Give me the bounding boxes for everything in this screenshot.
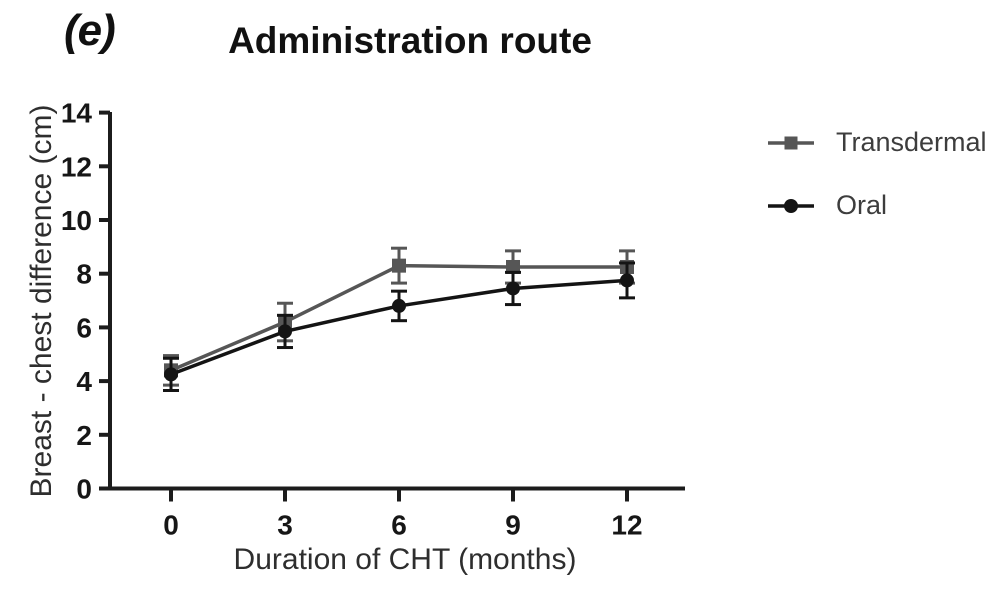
y-tick-label: 4	[76, 366, 92, 397]
y-tick-label: 2	[76, 420, 92, 451]
data-point-circle	[620, 273, 634, 288]
data-point-circle	[164, 367, 178, 382]
legend-item-transdermal: Transdermal	[768, 127, 987, 158]
y-tick-label: 12	[61, 151, 92, 182]
x-tick-label: 3	[277, 510, 293, 541]
data-point-circle	[506, 281, 520, 296]
data-point-square	[506, 259, 520, 274]
y-axis-label: Breast - chest difference (cm)	[25, 104, 58, 498]
y-tick-label: 14	[61, 98, 93, 129]
square-marker-icon	[768, 136, 814, 149]
chart-title: Administration route	[228, 20, 592, 61]
y-tick-label: 8	[76, 259, 92, 290]
x-axis-label: Duration of CHT (months)	[233, 543, 577, 576]
y-tick-label: 10	[61, 205, 92, 236]
x-tick-label: 0	[163, 510, 179, 541]
data-point-square	[392, 258, 406, 273]
y-tick-label: 6	[76, 312, 92, 343]
data-point-circle	[278, 324, 292, 339]
x-tick-label: 6	[391, 510, 407, 541]
panel-label: (e)	[64, 6, 116, 55]
legend: Transdermal Oral	[768, 127, 987, 221]
x-tick-label: 12	[611, 510, 642, 541]
y-tick-label: 0	[76, 474, 92, 505]
legend-item-oral: Oral	[768, 190, 987, 221]
legend-label: Transdermal	[836, 127, 987, 157]
data-point-circle	[392, 298, 406, 313]
circle-marker-icon	[768, 198, 814, 213]
x-tick-label: 9	[505, 510, 521, 541]
legend-label: Oral	[836, 190, 888, 220]
